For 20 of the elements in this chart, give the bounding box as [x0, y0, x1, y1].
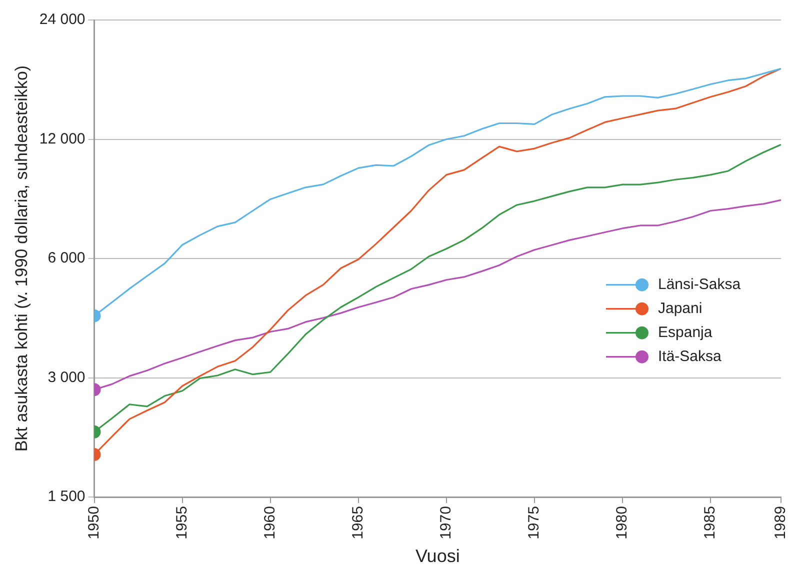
y-tick-label: 24 000	[39, 11, 86, 28]
y-axis-title: Bkt asukasta kohti (v. 1990 dollaria, suhdeasteikko)	[12, 65, 31, 452]
x-tick-label: 1960	[262, 506, 278, 540]
x-tick-label: 1980	[614, 506, 631, 540]
legend-label: Japani	[658, 300, 702, 317]
legend-label: Espanja	[658, 324, 713, 341]
y-tick-label: 3 000	[48, 368, 86, 386]
x-tick-label: 1955	[173, 506, 190, 540]
x-tick-label: 1970	[438, 506, 455, 540]
x-axis-title: Vuosi	[415, 546, 460, 566]
x-tick-label: 1965	[350, 506, 367, 540]
y-tick-label: 12 000	[39, 130, 86, 148]
x-tick-label: 1985	[702, 506, 719, 540]
legend-label: Länsi-Saksa	[658, 276, 742, 293]
legend-label: Itä-Saksa	[658, 348, 722, 365]
y-tick-label: 1 500	[48, 488, 86, 506]
x-tick-label: 1989	[772, 506, 790, 540]
y-tick-label: 6 000	[48, 250, 86, 267]
x-tick-label: 1950	[85, 506, 102, 540]
x-tick-label: 1975	[526, 506, 543, 540]
